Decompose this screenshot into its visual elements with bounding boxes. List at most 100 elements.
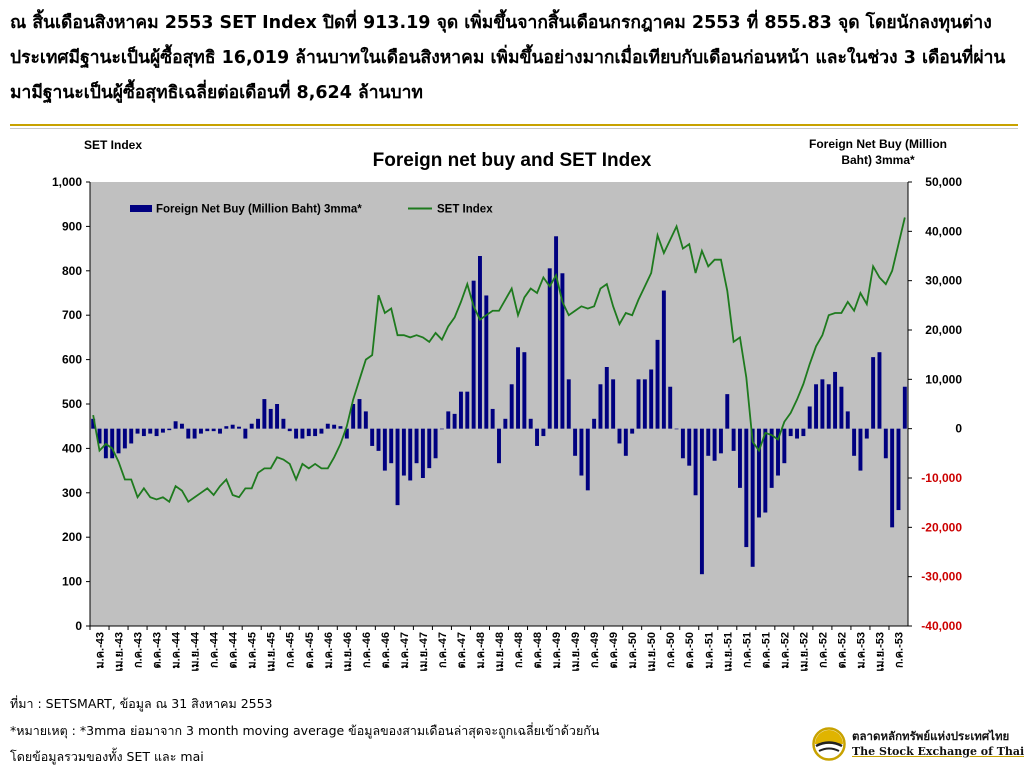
netbuy-bar — [325, 423, 330, 429]
x-tick-label: ม.ค.-43 — [95, 632, 107, 669]
netbuy-bar — [192, 428, 197, 439]
netbuy-bar — [649, 369, 654, 429]
left-tick-label: 900 — [62, 219, 82, 233]
netbuy-bar — [611, 379, 616, 429]
netbuy-bar — [148, 428, 153, 434]
netbuy-bar — [135, 428, 140, 434]
netbuy-bar — [795, 428, 799, 439]
netbuy-bar — [465, 391, 470, 429]
netbuy-bar — [484, 295, 489, 429]
netbuy-bar — [91, 418, 96, 429]
x-tick-label: ม.ค.-52 — [779, 632, 791, 669]
x-tick-label: เม.ย.-45 — [266, 632, 278, 671]
right-axis-title-line2: Baht) 3mma* — [841, 153, 915, 167]
netbuy-bar — [674, 428, 679, 430]
netbuy-bar — [141, 428, 146, 437]
netbuy-bar — [287, 428, 292, 432]
netbuy-bar — [211, 428, 216, 432]
netbuy-bar — [871, 357, 876, 429]
netbuy-bar — [592, 418, 597, 429]
netbuy-bar — [712, 428, 717, 461]
netbuy-bar — [376, 428, 381, 451]
netbuy-bar — [497, 428, 501, 464]
netbuy-bar — [687, 428, 692, 466]
foreign-netbuy-set-chart: Foreign net buy and SET Index SET Index … — [52, 137, 962, 671]
right-tick-label: 30,000 — [925, 274, 962, 288]
netbuy-bar — [744, 428, 749, 548]
left-axis-title: SET Index — [84, 138, 142, 152]
netbuy-bar — [199, 428, 203, 434]
left-tick-label: 300 — [62, 486, 82, 500]
set-index-line — [92, 217, 906, 504]
x-tick-label: ม.ค.-53 — [855, 632, 867, 669]
netbuy-bar — [579, 428, 584, 476]
netbuy-bar — [471, 280, 476, 429]
x-tick-label: เม.ย.-51 — [722, 632, 734, 671]
netbuy-bar — [224, 426, 229, 429]
netbuy-bar — [801, 428, 806, 437]
netbuy-bar — [845, 411, 850, 429]
x-tick-label: เม.ย.-44 — [190, 631, 202, 671]
set-emblem-icon — [812, 727, 846, 761]
netbuy-bar — [522, 352, 527, 429]
right-tick-label: 10,000 — [925, 372, 962, 386]
x-tick-label: ก.ค.-46 — [361, 632, 373, 668]
x-tick-label: ต.ค.-45 — [304, 632, 316, 669]
x-tick-label: ม.ค.-46 — [323, 632, 335, 669]
netbuy-bar — [788, 428, 793, 437]
x-tick-label: ต.ค.-47 — [456, 632, 468, 669]
x-tick-label: ม.ค.-49 — [551, 632, 563, 669]
x-tick-label: ม.ค.-51 — [703, 632, 715, 669]
right-tick-label: -20,000 — [921, 520, 962, 534]
x-tick-label: เม.ย.-50 — [646, 632, 658, 671]
netbuy-bar — [433, 428, 438, 459]
x-axis: ม.ค.-43 เม.ย.-43 ก.ค.-43 ต.ค.-43 ม.ค.-44 เม.ย… — [89, 625, 908, 671]
netbuy-bar — [370, 428, 375, 446]
netbuy-bar — [319, 428, 324, 434]
netbuy-bar — [408, 428, 413, 481]
netbuy-bar — [630, 428, 635, 434]
right-tick-label: 20,000 — [925, 323, 962, 337]
legend-bar-label: Foreign Net Buy (Million Baht) 3mma* — [156, 204, 362, 216]
netbuy-bar — [566, 379, 571, 429]
netbuy-bar — [782, 428, 787, 464]
netbuy-bar — [883, 428, 888, 459]
netbuy-bar — [718, 428, 723, 454]
netbuy-bar — [833, 371, 838, 429]
netbuy-bar — [516, 347, 520, 429]
netbuy-bar — [268, 408, 273, 429]
plot-area — [90, 182, 908, 626]
netbuy-bar — [401, 428, 406, 476]
netbuy-bar — [351, 404, 356, 429]
netbuy-bar — [275, 404, 280, 429]
x-tick-label: ก.ค.-49 — [589, 632, 601, 668]
netbuy-bar — [693, 428, 698, 496]
netbuy-bar — [306, 428, 311, 437]
netbuy-bar — [363, 411, 368, 429]
netbuy-bar — [731, 428, 736, 451]
x-tick-label: เม.ย.-46 — [342, 632, 354, 671]
netbuy-bar — [110, 428, 115, 459]
x-tick-label: เม.ย.-47 — [418, 632, 430, 671]
netbuy-bar — [826, 384, 831, 429]
netbuy-bar — [839, 386, 844, 429]
netbuy-bar — [699, 428, 704, 575]
netbuy-bar — [541, 428, 546, 437]
netbuy-bar — [116, 428, 121, 454]
netbuy-bar — [218, 428, 222, 434]
netbuy-bar — [820, 379, 825, 429]
netbuy-bar — [160, 428, 165, 433]
netbuy-bar — [173, 421, 178, 429]
netbuy-bar — [573, 428, 578, 456]
left-tick-label: 400 — [62, 441, 82, 455]
x-tick-label: ม.ค.-45 — [247, 632, 259, 669]
x-tick-label: ต.ค.-48 — [532, 632, 544, 669]
x-tick-label: เม.ย.-48 — [494, 632, 506, 671]
x-tick-label: ก.ค.-44 — [209, 631, 221, 668]
netbuy-bar — [902, 386, 907, 429]
netbuy-bar — [725, 394, 730, 429]
netbuy-bar — [478, 256, 482, 429]
title-divider-gold — [10, 124, 1018, 126]
netbuy-bar — [503, 418, 508, 429]
left-tick-label: 600 — [62, 353, 82, 367]
